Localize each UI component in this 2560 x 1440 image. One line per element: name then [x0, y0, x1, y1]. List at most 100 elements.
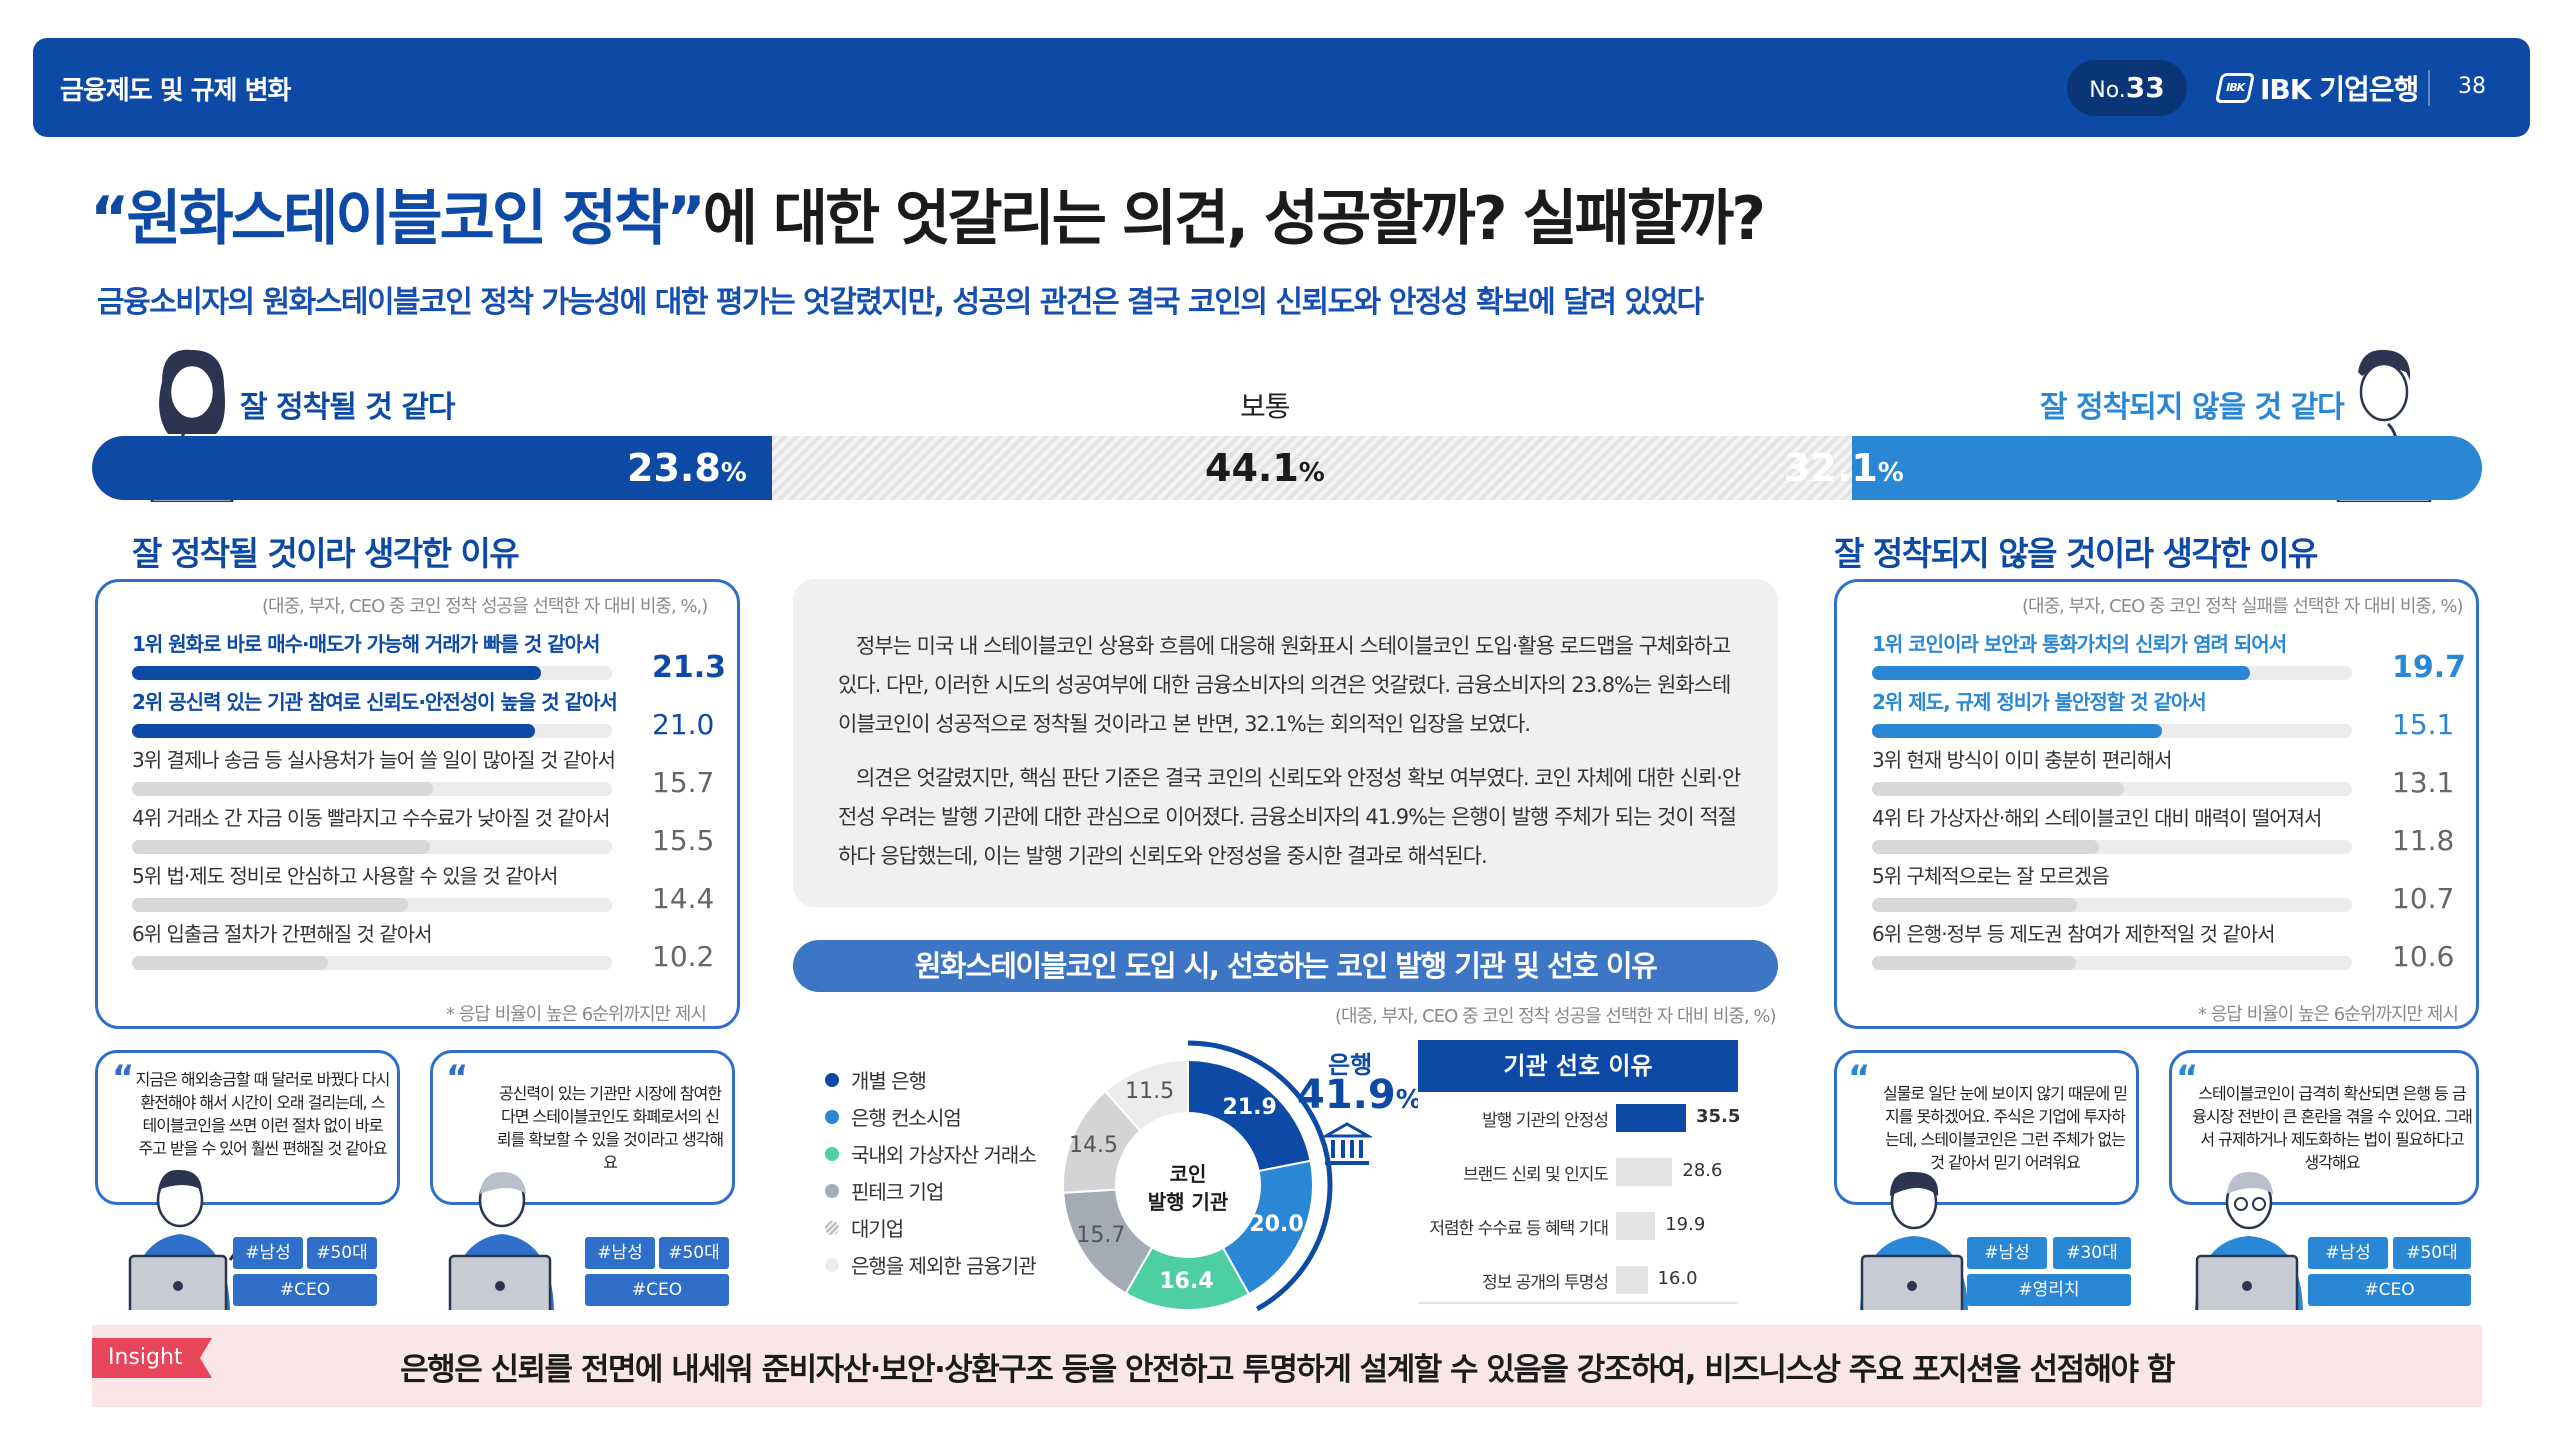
reason-bar-track: [1872, 840, 2352, 854]
preference-label: 브랜드 신뢰 및 인지도: [1463, 1165, 1609, 1185]
quote-text-2: 공신력이 있는 기관만 시장에 참여한다면 스테이블코인도 화폐로서의 신뢰를 …: [496, 1084, 724, 1172]
quote-open-icon: “: [112, 1058, 135, 1098]
preference-value: 28.6: [1682, 1160, 1723, 1181]
preference-row: 정보 공개의 투명성 16.0: [1418, 1260, 1738, 1300]
reason-bar-track: [1872, 782, 2352, 796]
reason-bar-fill: [1872, 666, 2251, 680]
tag-gender: #남성: [585, 1237, 655, 1269]
left-panel-title: 잘 정착될 것이라 생각한 이유: [132, 534, 520, 573]
section-title: 금융제도 및 규제 변화: [60, 76, 291, 106]
tag-gender: #남성: [233, 1237, 303, 1269]
legend-label: 개별 은행: [851, 1069, 927, 1093]
reason-value: 10.7: [2392, 882, 2455, 915]
reason-bar-fill: [1872, 840, 2099, 854]
page-title: “원화스테이블코인 정착”에 대한 엇갈리는 의견, 성공할까? 실패할까?: [90, 184, 1766, 254]
positive-segment: [92, 436, 772, 500]
insight-tag: Insight: [92, 1338, 212, 1378]
right-reasons-panel: [1834, 579, 2479, 1029]
donut-value-label: 20.0: [1249, 1212, 1304, 1238]
reason-bar-fill: [132, 782, 434, 796]
tag-age: #50대: [659, 1237, 729, 1269]
right-panel-note: (대중, 부자, CEO 중 코인 정착 실패를 선택한 자 대비 비중, %): [2022, 596, 2464, 617]
reason-bar-fill: [132, 840, 430, 854]
quote-open-icon: “: [1848, 1058, 1871, 1098]
older-man-glasses-laptop-icon: [2195, 1172, 2303, 1310]
quote-text-1: 지금은 해외송금할 때 달러로 바꿨다 다시 환전해야 해서 시간이 오래 걸리…: [135, 1070, 391, 1158]
insight-text: 은행은 신뢰를 전면에 내세워 준비자산·보안·상환구조 등을 안전하고 투명하…: [400, 1352, 2175, 1388]
right-footnote: * 응답 비율이 높은 6순위까지만 제시: [2198, 1004, 2459, 1025]
tag-gender: #남성: [1967, 1237, 2047, 1269]
older-man-laptop-icon: [448, 1172, 554, 1310]
reason-bar-track: [132, 956, 612, 970]
legend-swatch: [825, 1109, 839, 1124]
legend-item: 은행을 제외한 금융기관: [825, 1250, 1037, 1279]
tag-gender: #남성: [2308, 1237, 2388, 1269]
left-footnote: * 응답 비율이 높은 6순위까지만 제시: [446, 1004, 707, 1025]
insight-banner: [92, 1325, 2482, 1407]
reason-label: 2위 제도, 규제 정비가 불안정할 것 같아서: [1872, 690, 2207, 714]
legend-label: 국내외 가상자산 거래소: [851, 1143, 1037, 1167]
reason-label: 3위 현재 방식이 이미 충분히 편리해서: [1872, 748, 2173, 772]
quote-text-4: 스테이블코인이 급격히 확산되면 은행 등 금융시장 전반이 큰 혼란을 겪을 …: [2192, 1084, 2473, 1172]
quote-text-3: 실물로 일단 눈에 보이지 않기 때문에 믿지를 못하겠어요. 주식은 기업에 …: [1882, 1084, 2128, 1172]
sentiment-bar: 23.8% 44.1% 32.1%: [92, 436, 2482, 500]
reason-label: 2위 공신력 있는 기관 참여로 신뢰도·안전성이 높을 것 같아서: [132, 690, 618, 714]
legend-label: 은행 컨소시엄: [851, 1106, 962, 1130]
donut-value-label: 16.4: [1159, 1269, 1214, 1295]
tag-segment: #영리치: [1967, 1274, 2131, 1306]
negative-segment: [1852, 436, 2482, 500]
legend-swatch: [825, 1220, 839, 1235]
tag-age: #50대: [307, 1237, 377, 1269]
reason-label: 4위 타 가상자산·해외 스테이블코인 대비 매력이 떨어져서: [1872, 806, 2322, 830]
reason-label: 4위 거래소 간 자금 이동 빨라지고 수수료가 낮아질 것 같아서: [132, 806, 611, 830]
reason-bar-track: [132, 840, 612, 854]
reason-bar-track: [132, 782, 612, 796]
reason-bar-fill: [132, 666, 541, 680]
quote-open-icon: “: [2176, 1058, 2199, 1098]
reason-bar-fill: [132, 724, 536, 738]
preference-value: 16.0: [1657, 1268, 1698, 1289]
reason-bar-fill: [132, 956, 328, 970]
legend-label: 핀테크 기업: [851, 1180, 944, 1204]
preference-value: 35.5: [1696, 1106, 1741, 1127]
page-number: 38: [2458, 74, 2486, 99]
reason-bar-track: [1872, 898, 2352, 912]
bank-value: 41.9%: [1297, 1072, 1422, 1118]
reason-label: 6위 은행·정부 등 제도권 참여가 제한적일 것 같아서: [1872, 922, 2276, 946]
quote-bubble-2: [430, 1050, 735, 1205]
donut-slice: [1103, 1058, 1189, 1133]
quote-open-icon: “: [446, 1058, 469, 1098]
reason-label: 5위 법·제도 정비로 안심하고 사용할 수 있을 것 같아서: [132, 864, 558, 888]
donut-value-label: 15.7: [1076, 1222, 1126, 1248]
legend-item: 은행 컨소시엄: [825, 1102, 962, 1131]
issuer-donut-chart: [1062, 1040, 1333, 1312]
reason-bar-track: [1872, 956, 2352, 970]
donut-value-label: 11.5: [1125, 1078, 1175, 1104]
legend-item: 핀테크 기업: [825, 1176, 944, 1205]
tag-age: #30대: [2053, 1237, 2131, 1269]
neutral-label: 보통: [1240, 390, 1291, 423]
left-panel-note: (대중, 부자, CEO 중 코인 정착 성공을 선택한 자 대비 비중, %,…: [262, 596, 708, 617]
tag-segment: #CEO: [233, 1274, 377, 1306]
legend-swatch: [825, 1183, 839, 1198]
reason-bar-track: [132, 666, 612, 680]
summary-box: 정부는 미국 내 스테이블코인 상용화 흐름에 대응해 원화표시 스테이블코인 …: [793, 579, 1778, 907]
young-man-laptop-icon: [1860, 1171, 1968, 1310]
preference-bar: [1616, 1266, 1648, 1294]
preference-bar: [1616, 1104, 1686, 1132]
legend-swatch: [825, 1257, 839, 1272]
preference-row: 발행 기관의 안정성 35.5: [1418, 1098, 1741, 1138]
preference-label: 발행 기관의 안정성: [1482, 1111, 1609, 1131]
reason-value: 10.6: [2392, 940, 2455, 973]
legend-swatch: [825, 1072, 839, 1087]
ibk-logo: IBK IBK 기업은행: [2214, 68, 2419, 108]
reason-value: 11.8: [2392, 824, 2455, 857]
neutral-value: 44.1%: [1205, 446, 1325, 490]
ibk-logo-icon: IBK: [2214, 73, 2256, 103]
preference-label: 저렴한 수수료 등 혜택 기대: [1429, 1219, 1609, 1239]
quote-bubble-4: [2169, 1050, 2479, 1205]
reason-value: 21.3: [652, 650, 727, 685]
preference-row: 브랜드 신뢰 및 인지도 28.6: [1418, 1152, 1738, 1192]
reason-value: 21.0: [652, 708, 715, 741]
preference-row: 저렴한 수수료 등 혜택 기대 19.9: [1418, 1206, 1738, 1246]
